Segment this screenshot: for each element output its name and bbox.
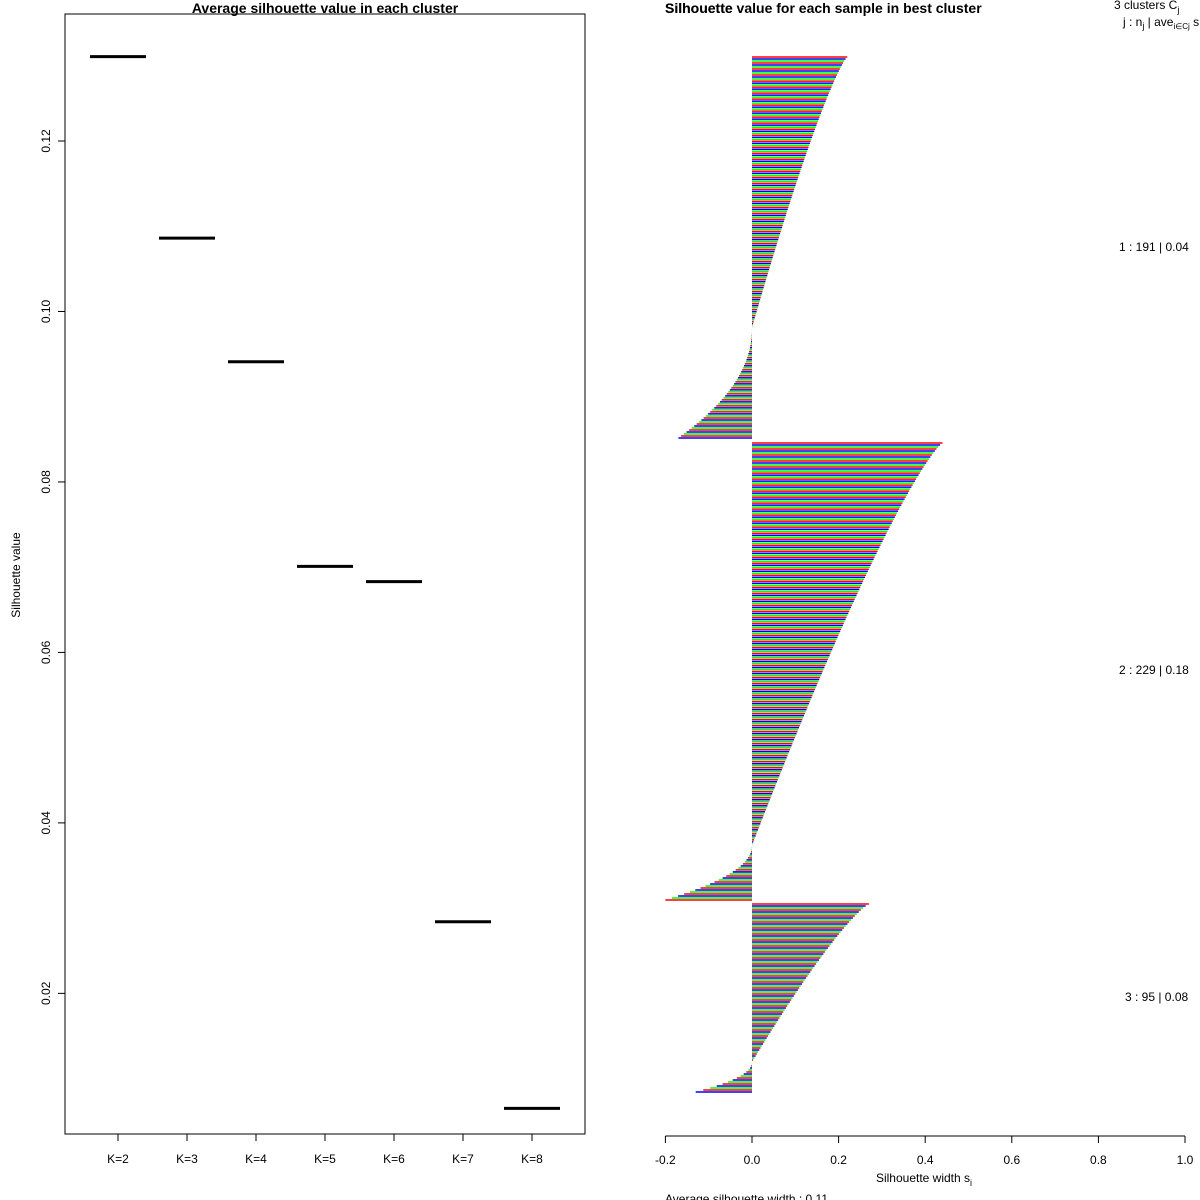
cluster-2-summary: 2 : 229 | 0.18 (1119, 663, 1189, 677)
left-y-tick-label: 0.06 (39, 640, 53, 664)
left-y-axis: 0.02 0.04 0.06 0.08 0.10 0.12 (39, 129, 65, 1005)
cluster-3-summary: 3 : 95 | 0.08 (1125, 990, 1188, 1004)
left-x-tick-label: K=6 (383, 1152, 405, 1166)
left-x-tick-label: K=5 (314, 1152, 336, 1166)
legend-header-line1: 3 clusters Cj (1114, 0, 1179, 15)
right-x-tick-label: -0.2 (655, 1153, 676, 1167)
cluster-1-summary: 1 : 191 | 0.04 (1119, 240, 1189, 254)
left-y-tick-label: 0.04 (39, 811, 53, 835)
left-plot-frame (64, 13, 586, 1135)
left-y-tick-label: 0.02 (39, 981, 53, 1005)
left-x-axis: K=2 K=3 K=4 K=5 K=6 K=7 K=8 (107, 1134, 543, 1166)
right-x-tick-label: 0.4 (917, 1153, 934, 1167)
legend-header-line2: j : nj | avei∈Cj s (1122, 15, 1199, 31)
left-y-axis-label: Silhouette value (9, 532, 23, 618)
right-x-tick-label: 0.2 (830, 1153, 847, 1167)
left-y-tick-label: 0.08 (39, 470, 53, 494)
average-silhouette-footer: Average silhouette width : 0.11 (665, 1192, 828, 1200)
right-x-tick-label: 0.6 (1003, 1153, 1020, 1167)
left-x-tick-label: K=8 (521, 1152, 543, 1166)
right-x-axis-label: Silhouette width si (876, 1171, 972, 1188)
sample-silhouette-panel: Silhouette Silhouette value for each sam… (655, 0, 1199, 1200)
left-chart-title: Average silhouette value in each cluster (192, 0, 459, 16)
right-chart-title-overlap: Silhouette (665, 0, 733, 16)
left-y-tick-label: 0.12 (39, 129, 53, 153)
cluster-legend: 3 clusters Cj j : nj | avei∈Cj s 1 : 191… (1114, 0, 1199, 1004)
left-y-tick-label: 0.10 (39, 299, 53, 323)
right-x-tick-label: 0.8 (1090, 1153, 1107, 1167)
silhouette-bars (665, 56, 943, 1093)
left-x-tick-label: K=2 (107, 1152, 129, 1166)
left-x-tick-label: K=4 (245, 1152, 267, 1166)
left-x-tick-label: K=7 (452, 1152, 474, 1166)
left-data-marks (90, 55, 560, 1110)
right-chart-title: Silhouette value for each sample in best… (665, 0, 982, 16)
right-x-tick-label: 1.0 (1177, 1153, 1194, 1167)
right-x-axis: -0.2 0.0 0.2 0.4 0.6 0.8 1.0 (655, 1135, 1194, 1167)
right-x-tick-label: 0.0 (744, 1153, 761, 1167)
average-silhouette-panel: Average silhouette value in each cluster… (9, 0, 586, 1166)
left-x-tick-label: K=3 (176, 1152, 198, 1166)
